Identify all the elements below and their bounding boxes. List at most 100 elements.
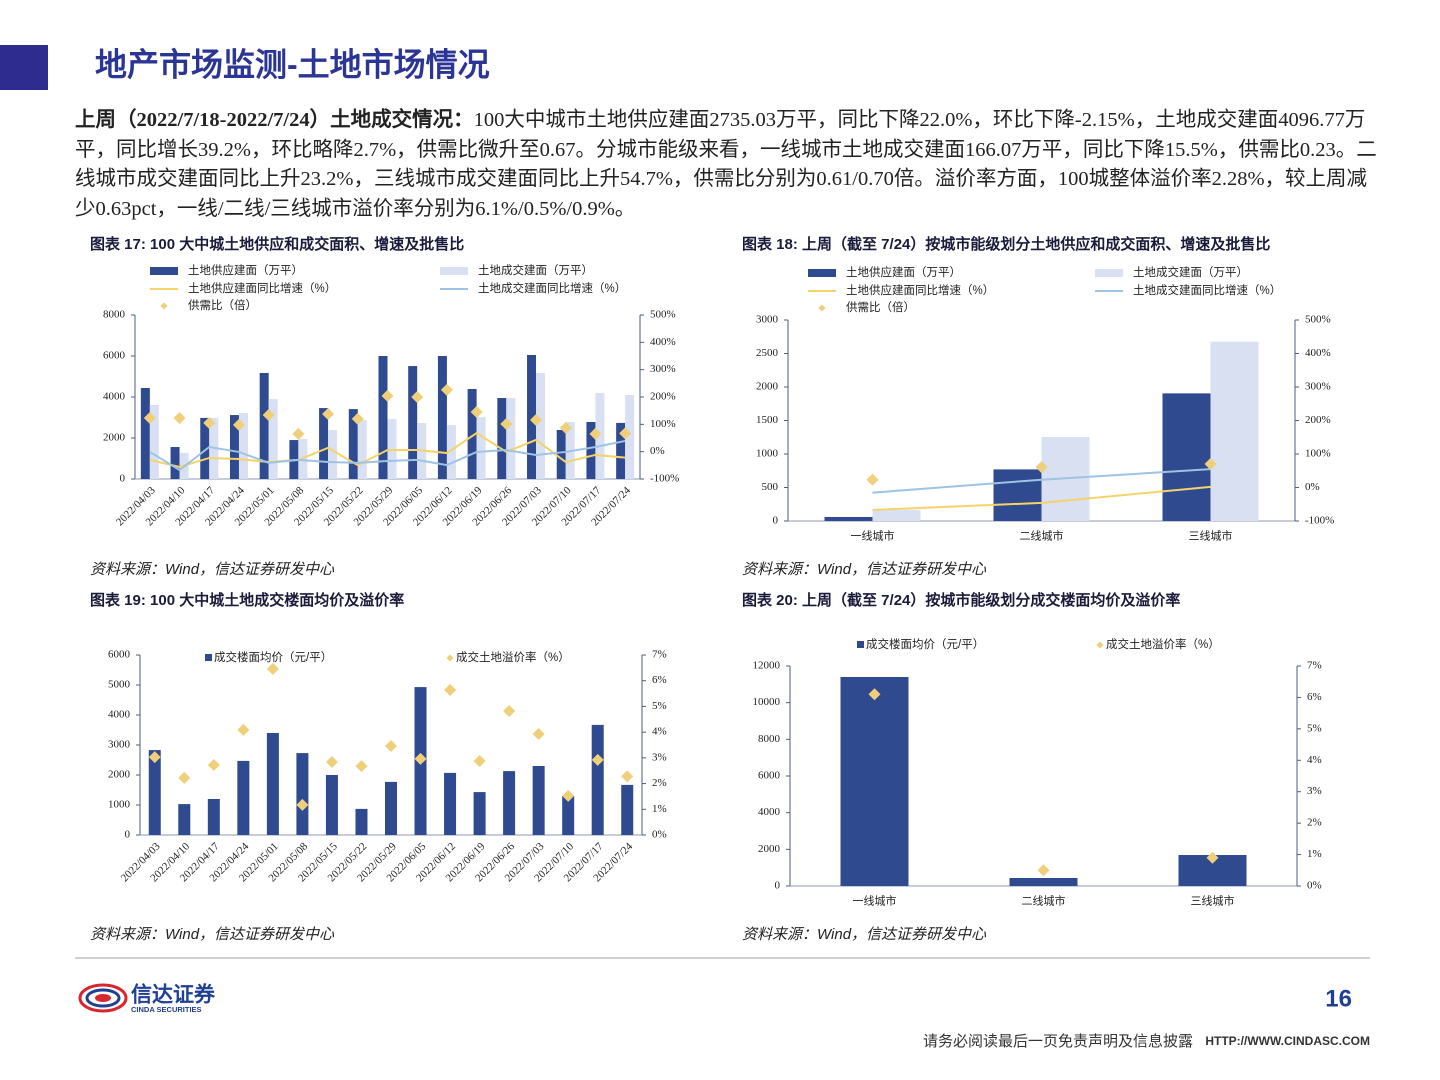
y-tick-label: 6000 (758, 770, 781, 782)
legend-label: 成交楼面均价（元/平） (866, 637, 984, 651)
bar (1162, 393, 1211, 521)
y2-tick-label: 3% (1307, 785, 1322, 797)
marker (414, 752, 427, 765)
bar (595, 392, 605, 479)
page-number: 16 (1325, 985, 1352, 1012)
marker (444, 683, 457, 696)
bar (1009, 878, 1078, 886)
bar (408, 366, 418, 479)
bar (378, 356, 388, 479)
bar (621, 784, 634, 835)
bar (1210, 341, 1259, 521)
x-tick-label: 二线城市 (1020, 529, 1064, 543)
marker (440, 383, 453, 396)
bar (586, 422, 596, 479)
disclaimer: 请务必阅读最后一页免责声明及信息披露 (923, 1032, 1193, 1050)
y-tick-label: 0 (120, 473, 126, 485)
chart-source: 资料来源：Wind，信达证券研发中心 (742, 926, 987, 943)
bar (178, 804, 191, 835)
y-tick-label: 4000 (108, 709, 131, 721)
bar (207, 799, 220, 835)
bar (824, 516, 873, 521)
y2-tick-label: 2% (1307, 817, 1322, 829)
y-tick-label: 2000 (756, 381, 779, 393)
legend-swatch (1096, 641, 1104, 649)
bar (473, 792, 486, 835)
y-tick-label: 2000 (103, 432, 126, 444)
y2-tick-label: -100% (650, 473, 679, 485)
bar (497, 398, 507, 479)
marker (470, 406, 483, 419)
legend-label: 土地供应建面同比增速（%） (188, 281, 336, 295)
legend-label: 土地成交建面（万平） (1133, 265, 1248, 279)
bar (170, 447, 180, 479)
marker (148, 751, 161, 764)
bar (229, 415, 239, 479)
y-tick-label: 500 (762, 481, 779, 493)
bar (357, 419, 367, 479)
y2-tick-label: 7% (1307, 660, 1322, 672)
legend-label: 土地成交建面同比增速（%） (1133, 283, 1281, 297)
y2-tick-label: 1% (652, 803, 667, 815)
chart-source: 资料来源：Wind，信达证券研发中心 (742, 561, 987, 578)
y2-tick-label: 400% (650, 336, 676, 348)
y-tick-label: 5000 (108, 679, 131, 691)
bar (446, 425, 456, 479)
bar (387, 418, 397, 479)
line (149, 439, 626, 472)
y2-tick-label: 7% (652, 649, 667, 661)
marker (868, 688, 881, 701)
bar (503, 771, 516, 835)
legend-label: 供需比（倍） (846, 300, 915, 314)
y-tick-label: 0 (773, 515, 779, 527)
line (872, 468, 1211, 494)
y2-tick-label: 0% (652, 829, 667, 841)
bar (266, 733, 279, 835)
legend-swatch (150, 267, 178, 275)
y-tick-label: 2500 (756, 347, 779, 359)
bar (476, 417, 486, 479)
bar (148, 750, 161, 835)
marker (411, 391, 424, 403)
chart-title: 图表 18: 上周（截至 7/24）按城市能级划分土地供应和成交面积、增速及批售… (742, 235, 1270, 253)
x-tick-label: 一线城市 (851, 529, 895, 543)
marker (385, 740, 397, 753)
y-tick-label: 0 (775, 880, 781, 892)
bar (562, 796, 575, 835)
y-tick-label: 1500 (756, 414, 779, 426)
marker (559, 421, 572, 434)
bar (200, 417, 210, 479)
bar (355, 808, 368, 835)
legend-label: 成交土地溢价率（%） (456, 650, 570, 664)
y2-tick-label: -100% (1305, 515, 1334, 527)
marker (232, 418, 245, 431)
y-tick-label: 6000 (103, 350, 126, 362)
y2-tick-label: 1% (1307, 848, 1322, 860)
y2-tick-label: 300% (650, 363, 676, 375)
y2-tick-label: 5% (1307, 722, 1322, 734)
y2-tick-label: 3% (652, 751, 667, 763)
x-tick-label: 一线城市 (853, 894, 897, 908)
line (872, 485, 1211, 511)
bar (325, 775, 338, 835)
summary-text: 100大中城市土地供应建面2735.03万平，同比下降22.0%，环比下降-2.… (75, 109, 1377, 220)
y2-tick-label: 4% (652, 726, 667, 738)
marker (1206, 851, 1219, 864)
marker (143, 412, 156, 425)
marker (207, 759, 220, 772)
marker (203, 416, 216, 429)
y2-tick-label: 100% (650, 418, 676, 430)
line (149, 431, 626, 469)
bar (527, 354, 537, 479)
bar (385, 781, 397, 835)
summary: 上周（2022/7/18-2022/7/24）土地成交情况：100大中城市土地供… (75, 106, 1387, 224)
y2-tick-label: 300% (1305, 381, 1331, 393)
legend-swatch (857, 641, 864, 648)
y-tick-label: 0 (125, 829, 131, 841)
marker (322, 407, 335, 420)
bar (840, 677, 909, 886)
marker (500, 418, 513, 431)
bar (616, 422, 626, 479)
y2-tick-label: 200% (1305, 414, 1331, 426)
